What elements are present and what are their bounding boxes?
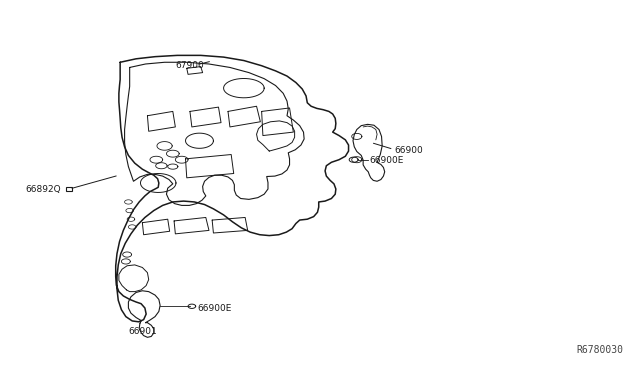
Bar (66, 187, 72, 191)
Text: 67900: 67900 (175, 61, 204, 70)
Text: R6780030: R6780030 (576, 345, 623, 355)
Text: 66900E: 66900E (369, 156, 404, 165)
Text: 66892Q: 66892Q (25, 185, 61, 193)
Text: 66900: 66900 (395, 146, 424, 155)
Text: 66900E: 66900E (197, 304, 231, 312)
Text: 66901: 66901 (129, 327, 157, 336)
